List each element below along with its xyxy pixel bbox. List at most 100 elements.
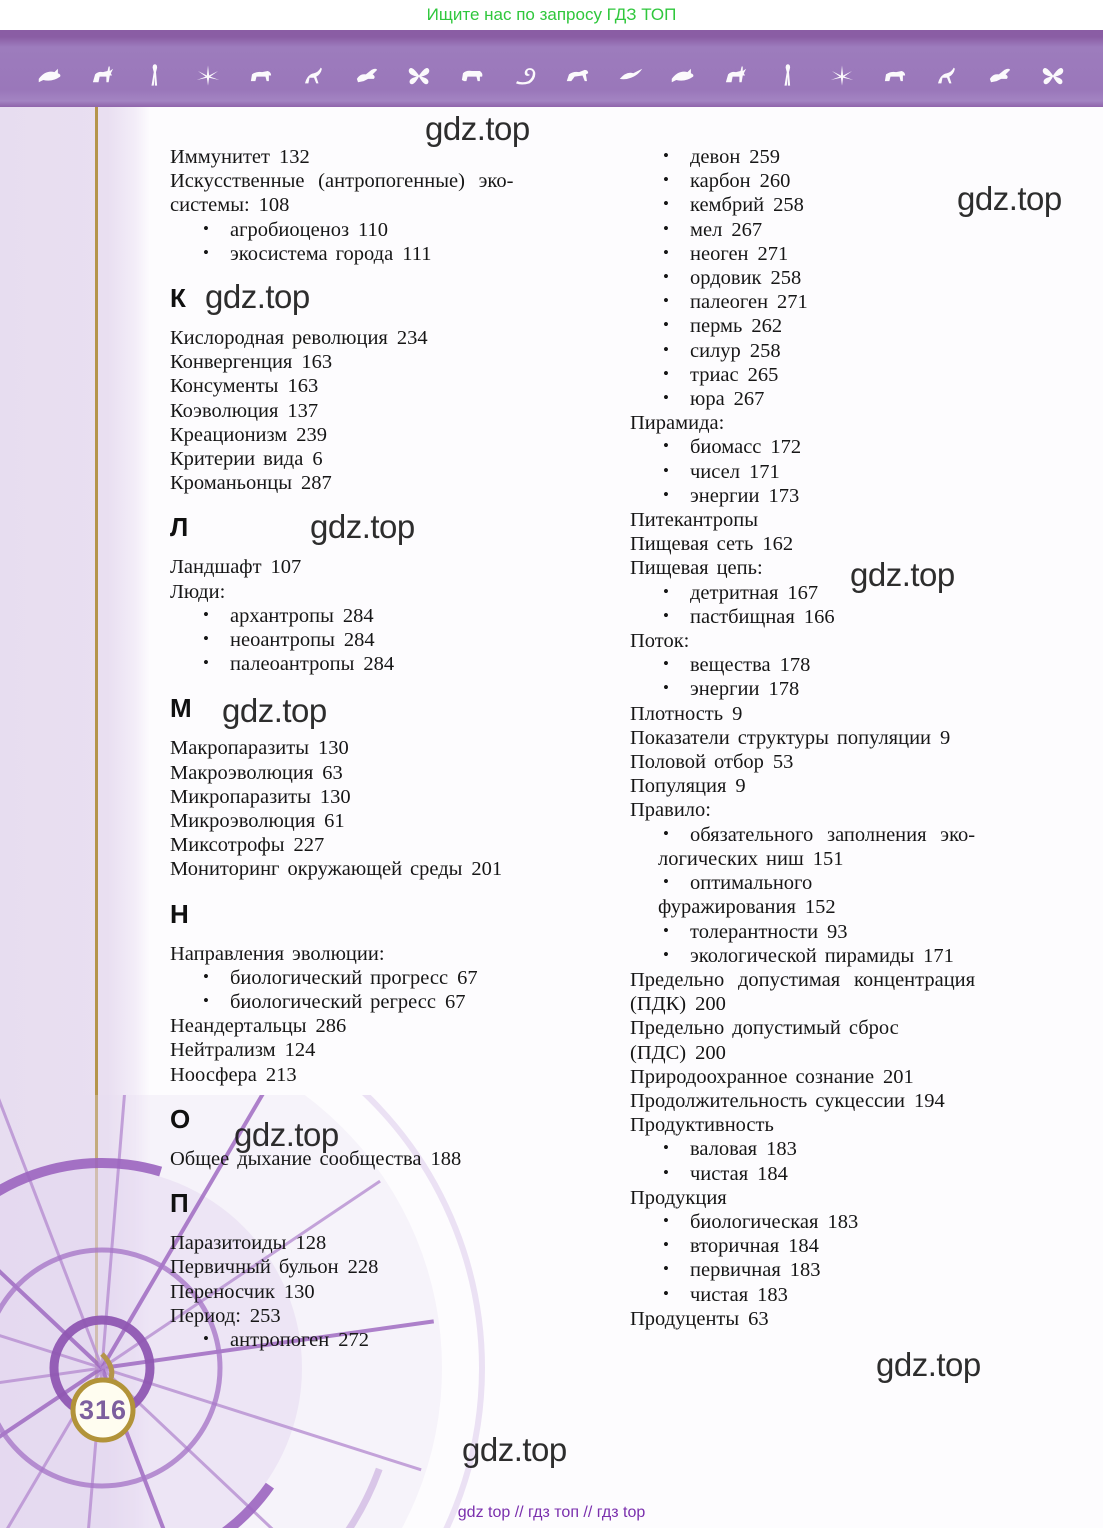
entry-term: девон — [690, 146, 741, 168]
entry-term: Популяция — [630, 775, 727, 798]
entry-term: неоген — [690, 242, 749, 265]
index-subentry: • биологический прогресс 67 — [170, 966, 618, 990]
meerkat-icon — [784, 64, 791, 86]
entry-term: Продукция — [630, 1186, 727, 1209]
entry-page-number: 163 — [287, 375, 319, 398]
entry-term: Период: — [170, 1304, 241, 1327]
entry-page-number: 124 — [284, 1039, 316, 1062]
section-letter: О — [170, 1103, 191, 1134]
entry-page-number: 93 — [827, 920, 848, 943]
entry-page-number: 272 — [338, 1328, 369, 1351]
gdz-watermark: gdz.top — [310, 508, 415, 545]
butterfly-icon — [1042, 68, 1064, 85]
index-subentry: • биомасс 172 — [630, 435, 1092, 459]
entry-page-number: 173 — [768, 484, 800, 507]
bullet: • — [663, 194, 669, 214]
bullet: • — [663, 920, 669, 940]
entry-page-number: 259 — [749, 146, 781, 168]
entry-page-number: 271 — [757, 242, 789, 265]
index-entry: Искусственные (антропогенные) эко- — [170, 169, 618, 193]
index-entry: Пищевая сеть 162 — [630, 532, 1092, 556]
index-entry: Мониторинг окружающей среды 201 — [170, 857, 618, 881]
entry-term: Кроманьонцы — [170, 472, 292, 495]
entry-page-number: 130 — [283, 1280, 315, 1303]
page-number-badge: 316 — [78, 1394, 128, 1425]
index-entry: Пищевая цепь: — [630, 556, 1092, 580]
index-entry: Коэволюция 137 — [170, 399, 618, 423]
index-column-right: • девон 259 • карбон 260 • кембрий 258 • мел 267 • не… — [630, 145, 1092, 1331]
entry-page-number: 9 — [940, 726, 951, 749]
moose-icon — [726, 66, 747, 83]
entry-term: чисел — [690, 460, 740, 483]
entry-page-number: 108 — [258, 194, 290, 217]
index-entry: Иммунитет 132 — [170, 145, 618, 169]
entry-page-number: 163 — [301, 351, 333, 374]
index-subentry: • триас 265 — [630, 363, 1092, 387]
entry-page-number: 200 — [695, 1041, 726, 1064]
index-entry: Консументы 163 — [170, 374, 618, 398]
entry-page-number: 262 — [751, 315, 783, 338]
entry-page-number: 63 — [748, 1307, 769, 1330]
entry-term: биологический регресс — [230, 991, 436, 1014]
index-subentry: • экологической пирамиды 171 — [630, 944, 1092, 968]
entry-term: юра — [690, 388, 725, 411]
cat-icon — [938, 67, 956, 84]
entry-term: чистая — [690, 1162, 749, 1185]
index-entry: (ПДК) 200 — [630, 992, 1092, 1016]
index-subentry: • архантропы 284 — [170, 604, 618, 628]
section-letter: Н — [170, 898, 189, 929]
bullet: • — [663, 1138, 669, 1158]
entry-page-number: 9 — [735, 775, 746, 798]
entry-page-number: 128 — [295, 1232, 327, 1255]
entry-term: вторичная — [690, 1235, 780, 1258]
entry-page-number: 183 — [827, 1210, 859, 1233]
bullet: • — [663, 218, 669, 238]
entry-page-number: 184 — [757, 1162, 788, 1185]
entry-term: Искусственные (антропогенные) эко- — [170, 170, 514, 193]
entry-page-number: 6 — [312, 448, 323, 471]
bullet: • — [663, 944, 669, 964]
gdz-watermark: gdz.top — [425, 110, 530, 147]
bullet: • — [663, 291, 669, 311]
bullet: • — [663, 339, 669, 359]
index-entry: Поток: — [630, 629, 1092, 653]
index-subentry: • ордовик 258 — [630, 266, 1092, 290]
index-entry: Микропаразиты 130 — [170, 785, 618, 809]
entry-term: Направления эволюции: — [170, 942, 385, 965]
bullet: • — [663, 146, 669, 165]
entry-term: Продолжительность сукцессии — [630, 1089, 906, 1112]
entry-page-number: 234 — [396, 327, 428, 350]
scorpion-icon — [516, 68, 536, 85]
bullet: • — [663, 460, 669, 480]
entry-term: Пищевая цепь: — [630, 557, 763, 580]
index-subentry: • чистая 183 — [630, 1283, 1092, 1307]
entry-term: неоантропы — [230, 629, 335, 652]
entry-term: ордовик — [690, 267, 762, 290]
bullet: • — [203, 653, 209, 673]
entry-page-number: 258 — [770, 267, 802, 290]
entry-page-number: 267 — [733, 388, 765, 411]
entry-page-number: 201 — [471, 858, 503, 881]
index-subentry: • вещества 178 — [630, 653, 1092, 677]
entry-term: Предельно допустимый сброс — [630, 1017, 899, 1040]
entry-page-number: 213 — [265, 1063, 297, 1086]
entry-page-number: 184 — [788, 1235, 819, 1258]
index-column-left: Иммунитет 132 Искусственные (антропогенные… — [170, 145, 618, 1352]
entry-page-number: 194 — [914, 1089, 945, 1112]
entry-page-number: 287 — [301, 472, 332, 495]
entry-term: агробиоценоз — [230, 218, 350, 241]
moose-icon — [92, 66, 113, 83]
entry-page-number: 152 — [804, 896, 836, 919]
index-entry: Период: 253 — [170, 1304, 618, 1328]
moth-icon — [197, 65, 220, 86]
gdz-watermark: gdz.top — [205, 278, 310, 315]
entry-term: Плотность — [630, 702, 724, 725]
entry-term: обязательного заполнения эко- — [690, 823, 976, 846]
entry-term: биологическая — [690, 1210, 819, 1233]
entry-term: первичная — [690, 1259, 781, 1282]
entry-term: пастбищная — [690, 605, 795, 628]
index-entry: Паразитоиды 128 — [170, 1231, 618, 1255]
entry-term: Половой отбор — [630, 751, 764, 774]
entry-page-number: 183 — [789, 1259, 821, 1282]
